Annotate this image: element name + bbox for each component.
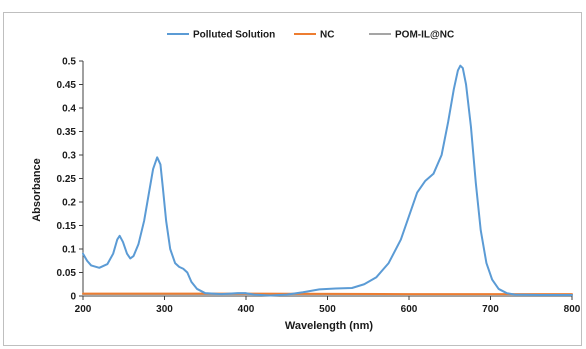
x-tick-label: 600 xyxy=(401,304,418,315)
x-tick-label: 300 xyxy=(156,304,173,315)
y-tick-label: 0.4 xyxy=(62,104,76,115)
x-tick-label: 700 xyxy=(482,304,499,315)
y-tick-label: 0.3 xyxy=(62,151,76,162)
y-tick-label: 0.5 xyxy=(62,57,76,68)
y-tick-label: 0 xyxy=(70,292,76,303)
legend-label-nc: NC xyxy=(320,30,334,41)
y-tick-label: 0.05 xyxy=(57,268,77,279)
y-axis-title: Absorbance xyxy=(31,158,43,222)
series-layer xyxy=(82,64,573,297)
y-tick-label: 0.2 xyxy=(62,198,76,209)
x-axis-title: Wavelength (nm) xyxy=(285,320,374,332)
x-tick-label: 500 xyxy=(319,304,336,315)
x-tick-label: 200 xyxy=(75,304,92,315)
absorbance-chart: Polluted Solution NC POM-IL@NC 0 0.05 0.1 0.1… xyxy=(31,30,581,333)
y-axis: 0 0.05 0.1 0.15 0.2 0.25 0.3 0.35 0.4 0.45 0.5 xyxy=(57,57,84,303)
chart-frame: Polluted Solution NC POM-IL@NC 0 0.05 0.1 0.1… xyxy=(3,12,582,346)
y-tick-label: 0.1 xyxy=(62,245,76,256)
legend-label-pom-il-nc: POM-IL@NC xyxy=(395,30,454,41)
legend: Polluted Solution NC POM-IL@NC xyxy=(167,30,454,41)
series-line-polluted-solution xyxy=(82,64,573,297)
y-tick-label: 0.15 xyxy=(57,221,77,232)
x-tick-label: 400 xyxy=(238,304,255,315)
legend-label-polluted-solution: Polluted Solution xyxy=(193,30,275,41)
y-tick-label: 0.35 xyxy=(57,127,77,138)
x-tick-label: 800 xyxy=(564,304,581,315)
y-tick-label: 0.25 xyxy=(57,174,77,185)
x-axis: 200 300 400 500 600 700 800 xyxy=(75,295,581,315)
y-tick-label: 0.45 xyxy=(57,80,77,91)
